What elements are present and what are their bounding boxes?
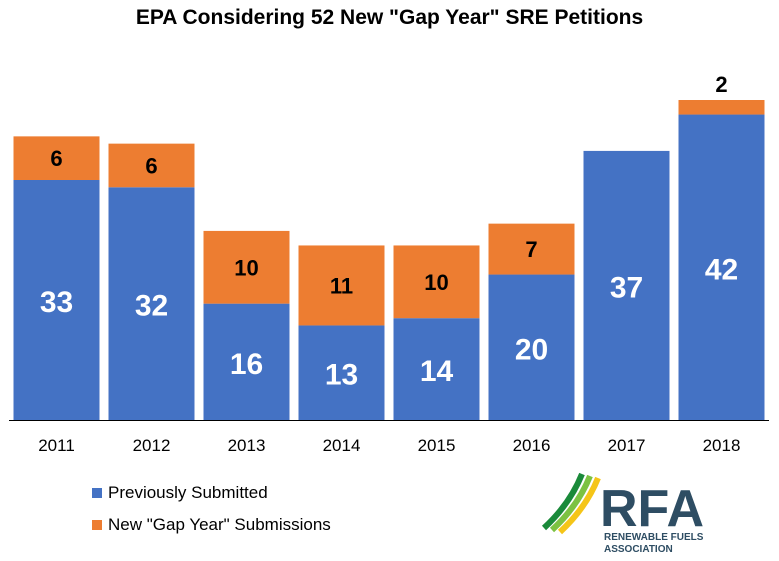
rfa-logo: RFA RENEWABLE FUELS ASSOCIATION xyxy=(541,472,704,555)
data-label-2014-gap-year: 11 xyxy=(330,273,353,298)
data-label-2018-gap-year: 2 xyxy=(715,72,727,97)
data-label-2016-previously-submitted: 20 xyxy=(515,333,548,366)
x-tick-label-2017: 2017 xyxy=(608,436,646,455)
bar-2012-gap-year xyxy=(108,143,195,188)
data-label-2017-previously-submitted: 37 xyxy=(610,271,643,304)
bar-2014-previously-submitted xyxy=(298,325,385,420)
data-label-2011-gap-year: 6 xyxy=(50,146,62,171)
data-label-2018-previously-submitted: 42 xyxy=(705,253,738,286)
logo-subtitle-2: ASSOCIATION xyxy=(604,544,673,555)
x-tick-label-2011: 2011 xyxy=(38,436,75,455)
logo-wordmark: RFA xyxy=(600,480,704,538)
bar-2014-gap-year xyxy=(298,245,385,326)
legend-item-gap-year: New "Gap Year" Submissions xyxy=(92,515,331,535)
bar-2012-previously-submitted xyxy=(108,187,195,420)
legend-swatch-gap-year xyxy=(92,520,102,530)
bar-2013-gap-year xyxy=(203,230,290,304)
logo-stripe-yellow xyxy=(557,476,601,535)
data-label-2015-previously-submitted: 14 xyxy=(420,355,454,388)
data-label-2014-previously-submitted: 13 xyxy=(325,359,358,392)
bar-2016-gap-year xyxy=(488,223,575,275)
x-tick-label-2016: 2016 xyxy=(513,436,551,455)
legend-label-gap-year: New "Gap Year" Submissions xyxy=(108,515,331,534)
logo-stripe-green xyxy=(541,472,585,531)
x-tick-label-2018: 2018 xyxy=(703,436,741,455)
legend-label-previously-submitted: Previously Submitted xyxy=(108,483,268,502)
data-label-2012-previously-submitted: 32 xyxy=(135,290,168,323)
bar-2011-gap-year xyxy=(13,136,100,180)
data-label-2012-gap-year: 6 xyxy=(145,153,157,178)
logo-stripe-lightgreen xyxy=(549,474,593,533)
bar-2013-previously-submitted xyxy=(203,303,290,420)
bar-2018-gap-year xyxy=(678,100,765,115)
logo-subtitle-1: RENEWABLE FUELS xyxy=(604,532,704,543)
bar-2018-previously-submitted xyxy=(678,114,765,420)
x-tick-label-2012: 2012 xyxy=(133,436,171,455)
data-label-2011-previously-submitted: 33 xyxy=(40,286,73,319)
legend-swatch-previously-submitted xyxy=(92,488,102,498)
data-label-2013-gap-year: 10 xyxy=(234,255,258,280)
data-label-2013-previously-submitted: 16 xyxy=(230,348,263,381)
bar-2016-previously-submitted xyxy=(488,274,575,420)
bar-2015-previously-submitted xyxy=(393,318,480,420)
data-label-2015-gap-year: 10 xyxy=(424,270,448,295)
bar-2017-previously-submitted xyxy=(583,150,670,420)
bar-2015-gap-year xyxy=(393,245,480,319)
bar-2011-previously-submitted xyxy=(13,180,100,420)
bar-chart: 33 6 2011 32 6 2012 16 10 2013 13 11 2014 14 10 2015 20… xyxy=(9,72,769,455)
chart-title: EPA Considering 52 New "Gap Year" SRE Pe… xyxy=(135,6,644,29)
x-tick-label-2015: 2015 xyxy=(418,436,456,455)
x-tick-label-2013: 2013 xyxy=(228,436,266,455)
x-tick-label-2014: 2014 xyxy=(323,436,361,455)
data-label-2016-gap-year: 7 xyxy=(525,237,537,262)
legend-item-previously-submitted: Previously Submitted xyxy=(92,483,268,503)
